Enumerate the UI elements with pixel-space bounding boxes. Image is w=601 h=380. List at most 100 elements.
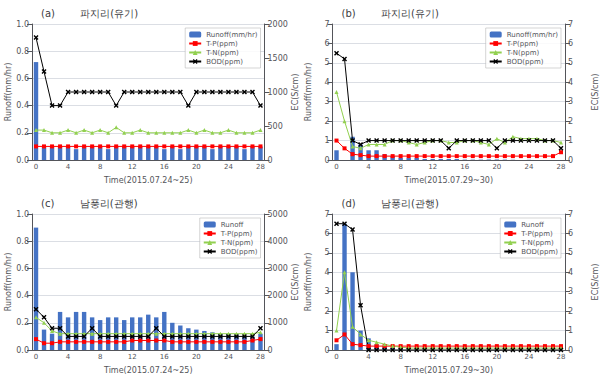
svg-text:24: 24 (224, 163, 233, 171)
svg-text:3000: 3000 (268, 264, 288, 273)
svg-text:0: 0 (324, 346, 329, 355)
svg-text:4: 4 (66, 353, 71, 361)
svg-text:6: 6 (324, 229, 329, 238)
svg-text:28: 28 (557, 163, 566, 171)
svg-text:0.8: 0.8 (16, 237, 29, 246)
svg-text:0: 0 (268, 156, 273, 165)
svg-text:5: 5 (324, 248, 329, 257)
svg-text:24: 24 (524, 163, 533, 171)
svg-text:8: 8 (98, 353, 102, 361)
svg-text:(b) 파지리(유기): (b) 파지리(유기) (342, 8, 439, 19)
svg-text:5: 5 (568, 248, 573, 257)
svg-text:T-N(ppm): T-N(ppm) (205, 49, 239, 57)
svg-text:0: 0 (34, 163, 38, 171)
svg-text:500: 500 (268, 122, 283, 131)
svg-text:Time(2015.07.29~30): Time(2015.07.29~30) (403, 366, 493, 375)
svg-text:8: 8 (98, 163, 102, 171)
svg-text:(c) 남풍리(관행): (c) 남풍리(관행) (41, 198, 138, 209)
svg-text:Runoff(mm/hr): Runoff(mm/hr) (4, 253, 13, 312)
svg-text:0.2: 0.2 (16, 318, 29, 327)
svg-text:0: 0 (334, 163, 338, 171)
svg-text:T-N(ppm): T-N(ppm) (520, 239, 554, 247)
svg-text:24: 24 (224, 353, 233, 361)
svg-text:20: 20 (492, 163, 501, 171)
svg-text:Runoff(mm/hr): Runoff(mm/hr) (206, 31, 258, 39)
svg-text:Runoff(mm/hr): Runoff(mm/hr) (304, 253, 313, 312)
svg-text:Time(2015.07.29~30): Time(2015.07.29~30) (403, 176, 493, 185)
svg-text:2000: 2000 (268, 20, 288, 29)
svg-text:1000: 1000 (268, 318, 288, 327)
svg-text:T-P(ppm): T-P(ppm) (520, 230, 553, 238)
svg-text:4: 4 (66, 163, 71, 171)
svg-text:5000: 5000 (268, 210, 288, 219)
svg-text:1: 1 (568, 136, 573, 145)
svg-text:16: 16 (160, 163, 169, 171)
svg-text:0: 0 (334, 353, 338, 361)
svg-text:7: 7 (324, 20, 329, 29)
svg-text:6: 6 (324, 39, 329, 48)
svg-text:Runoff(mm/hr): Runoff(mm/hr) (304, 63, 313, 122)
svg-text:T-P(ppm): T-P(ppm) (205, 40, 238, 48)
svg-text:28: 28 (557, 353, 566, 361)
svg-text:6: 6 (568, 39, 573, 48)
svg-text:0: 0 (568, 156, 573, 165)
svg-text:BOD(ppm): BOD(ppm) (221, 248, 258, 256)
svg-text:2: 2 (324, 117, 329, 126)
svg-text:28: 28 (256, 163, 265, 171)
svg-text:6: 6 (568, 229, 573, 238)
svg-text:20: 20 (192, 353, 201, 361)
svg-text:16: 16 (160, 353, 169, 361)
svg-text:20: 20 (492, 353, 501, 361)
svg-text:T-N(ppm): T-N(ppm) (220, 239, 254, 247)
svg-text:8: 8 (398, 163, 402, 171)
svg-text:3: 3 (568, 97, 573, 106)
svg-text:4000: 4000 (268, 237, 288, 246)
svg-text:12: 12 (428, 163, 437, 171)
svg-text:T-P(ppm): T-P(ppm) (220, 230, 253, 238)
svg-text:16: 16 (460, 163, 469, 171)
svg-text:7: 7 (568, 210, 573, 219)
svg-text:12: 12 (428, 353, 437, 361)
svg-text:EC(S/cm): EC(S/cm) (591, 74, 600, 111)
svg-text:4: 4 (324, 268, 329, 277)
svg-text:0.8: 0.8 (16, 47, 29, 56)
svg-text:8: 8 (398, 353, 402, 361)
svg-text:4: 4 (568, 78, 573, 87)
svg-text:0: 0 (568, 346, 573, 355)
svg-text:2: 2 (568, 307, 573, 316)
svg-text:3: 3 (324, 97, 329, 106)
svg-text:Runoff(mm/hr): Runoff(mm/hr) (507, 31, 559, 39)
svg-text:Time(2015.07.24~25): Time(2015.07.24~25) (103, 176, 193, 185)
svg-text:16: 16 (460, 353, 469, 361)
svg-text:12: 12 (128, 163, 137, 171)
svg-text:4: 4 (568, 268, 573, 277)
svg-text:4: 4 (324, 78, 329, 87)
svg-text:0: 0 (34, 353, 38, 361)
svg-text:0.0: 0.0 (16, 156, 29, 165)
svg-text:0.4: 0.4 (16, 291, 29, 300)
svg-text:5: 5 (324, 58, 329, 67)
svg-text:2: 2 (324, 307, 329, 316)
svg-text:1.0: 1.0 (16, 20, 29, 29)
svg-text:(d) 남풍리(관행): (d) 남풍리(관행) (342, 198, 439, 209)
svg-text:4: 4 (366, 163, 371, 171)
svg-text:1500: 1500 (268, 54, 288, 63)
svg-text:20: 20 (192, 163, 201, 171)
svg-text:0: 0 (324, 156, 329, 165)
svg-text:EC(S/cm): EC(S/cm) (291, 264, 300, 301)
svg-text:1: 1 (324, 326, 329, 335)
svg-text:BOD(ppm): BOD(ppm) (507, 58, 544, 66)
svg-text:7: 7 (324, 210, 329, 219)
svg-text:T-N(ppm): T-N(ppm) (506, 49, 540, 57)
svg-text:2000: 2000 (268, 291, 288, 300)
svg-text:3: 3 (568, 287, 573, 296)
svg-text:BOD(ppm): BOD(ppm) (521, 248, 558, 256)
svg-text:12: 12 (128, 353, 137, 361)
svg-text:T-P(ppm): T-P(ppm) (506, 40, 539, 48)
svg-text:Runoff: Runoff (521, 221, 544, 229)
svg-text:BOD(ppm): BOD(ppm) (206, 58, 243, 66)
svg-text:1: 1 (324, 136, 329, 145)
svg-text:(a) 파지리(유기): (a) 파지리(유기) (41, 8, 138, 19)
svg-text:28: 28 (256, 353, 265, 361)
svg-text:EC(S/cm): EC(S/cm) (591, 264, 600, 301)
